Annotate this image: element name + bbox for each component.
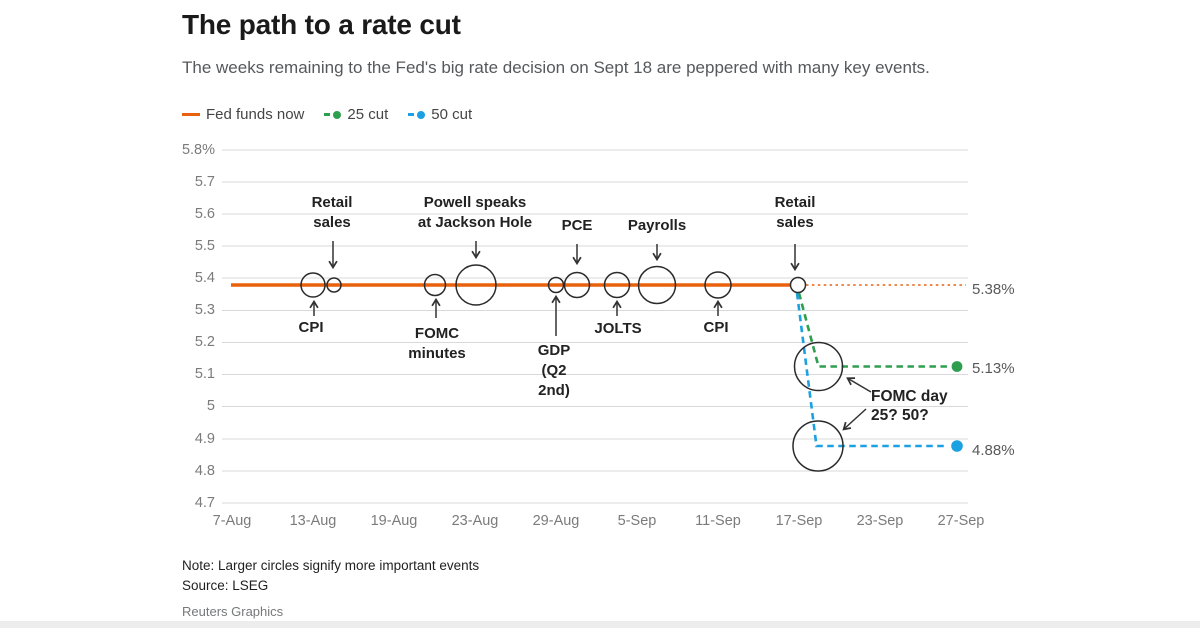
- event-circle-retail-sales-sep: [789, 276, 807, 294]
- event-circle-payrolls: [637, 265, 677, 305]
- event-label-line: Powell speaks: [423, 194, 527, 211]
- event-circles: [300, 264, 844, 472]
- page-title: The path to a rate cut: [182, 9, 461, 40]
- x-tick-label: 7-Aug: [212, 513, 252, 529]
- y-tick-label: 5.6: [194, 206, 215, 222]
- y-tick-label: 4.9: [194, 431, 215, 447]
- legend-item-fed-funds: Fed funds now: [182, 106, 304, 123]
- y-tick-label: 5: [206, 398, 215, 414]
- legend-item-25-cut: 25 cut: [324, 106, 388, 123]
- event-label-line: at Jackson Hole: [417, 214, 533, 231]
- legend-label: Fed funds now: [206, 106, 305, 123]
- event-label-retail-sales-sep: Retail sales: [775, 193, 816, 233]
- dash-dot-blue-icon: [408, 110, 426, 119]
- event-circle-cpi-sep: [704, 271, 732, 299]
- cut-50-line: [795, 292, 948, 448]
- arrow-fomc-day-25: [846, 377, 872, 393]
- event-label-line: CPI: [298, 319, 324, 336]
- cut-25-line: [797, 292, 950, 368]
- event-label-pce: PCE: [562, 216, 593, 236]
- legend-label: 25 cut: [347, 106, 389, 123]
- fomc-day-circle-25: [793, 341, 844, 392]
- annotation-arrows: [309, 241, 872, 431]
- y-tick-label: 5.5: [194, 238, 215, 254]
- annotation-line: FOMC day: [871, 388, 948, 405]
- x-tick-label: 29-Aug: [532, 513, 580, 529]
- event-label-gdp-q2: GDP (Q2 2nd): [538, 341, 571, 401]
- gridlines: [222, 149, 968, 504]
- event-label-line: Retail: [311, 194, 353, 211]
- x-tick-label: 11-Sep: [695, 513, 741, 529]
- fed-funds-line-icon: [182, 112, 200, 117]
- y-tick-label: 5.2: [194, 334, 215, 350]
- chart-source: Source: LSEG: [182, 578, 269, 593]
- cut-25-endpoint: [951, 361, 963, 372]
- event-circle-cpi-aug: [300, 272, 326, 298]
- y-tick-label: 5.3: [194, 302, 215, 318]
- event-label-line: sales: [313, 214, 351, 231]
- event-label-line: minutes: [408, 345, 466, 362]
- x-tick-label: 23-Sep: [856, 513, 904, 529]
- event-label-line: Payrolls: [627, 217, 687, 234]
- event-label-line: PCE: [561, 217, 593, 234]
- event-label-line: FOMC: [414, 325, 460, 342]
- event-label-payrolls: Payrolls: [628, 216, 686, 236]
- legend-item-50-cut: 50 cut: [408, 106, 472, 123]
- y-tick-label: 4.7: [194, 495, 215, 511]
- y-tick-label: 5.7: [194, 174, 215, 190]
- event-circle-retail-sales-aug: [326, 277, 342, 293]
- legend: Fed funds now 25 cut 50 cut: [182, 106, 472, 123]
- fomc-day-circle-50: [792, 420, 844, 472]
- event-circle-gdp-q2: [547, 276, 565, 294]
- event-circle-pce: [563, 271, 591, 299]
- y-tick-label: 5.1: [194, 366, 215, 382]
- event-label-line: (Q2: [541, 362, 567, 379]
- annotation-fomc-day: FOMC day 25? 50?: [871, 387, 948, 425]
- event-circle-powell-jackson-hole: [455, 264, 497, 306]
- x-tick-label: 23-Aug: [451, 513, 499, 529]
- event-label-line: JOLTS: [594, 320, 642, 337]
- event-circle-fomc-minutes: [423, 273, 447, 297]
- event-label-jolts: JOLTS: [594, 319, 641, 339]
- x-tick-label: 19-Aug: [370, 513, 418, 529]
- event-label-line: GDP: [537, 342, 571, 359]
- x-tick-label: 5-Sep: [617, 513, 657, 529]
- arrow-fomc-day-50: [842, 408, 867, 431]
- cut-50-endpoint: [951, 440, 963, 452]
- event-label-fomc-minutes: FOMC minutes: [408, 324, 466, 364]
- dash-dot-green-icon: [324, 110, 342, 119]
- event-label-line: CPI: [703, 319, 729, 336]
- reuters-graphics-credit: Reuters Graphics: [182, 604, 284, 619]
- value-label-50-cut: 4.88%: [972, 442, 1015, 459]
- legend-label: 50 cut: [431, 106, 473, 123]
- chart-subtitle: The weeks remaining to the Fed's big rat…: [182, 58, 930, 77]
- value-label-fed-funds: 5.38%: [972, 281, 1015, 298]
- chart-note: Note: Larger circles signify more import…: [182, 558, 480, 573]
- y-tick-label: 5.8%: [181, 142, 215, 158]
- event-circle-jolts: [603, 271, 631, 299]
- x-tick-label: 27-Sep: [937, 513, 985, 529]
- x-tick-label: 17-Sep: [775, 513, 823, 529]
- event-label-line: sales: [776, 214, 814, 231]
- y-tick-label: 4.8: [194, 463, 215, 479]
- event-label-cpi-sep: CPI: [703, 318, 728, 338]
- event-label-line: Retail: [774, 194, 816, 211]
- event-label-retail-sales-aug: Retail sales: [312, 193, 353, 233]
- event-label-cpi-aug: CPI: [298, 318, 323, 338]
- event-label-powell-jackson-hole: Powell speaks at Jackson Hole: [418, 193, 532, 233]
- event-label-line: 2nd): [538, 382, 570, 399]
- x-tick-label: 13-Aug: [289, 513, 337, 529]
- value-label-25-cut: 5.13%: [972, 360, 1015, 377]
- y-tick-label: 5.4: [194, 270, 215, 286]
- annotation-line: 25? 50?: [871, 407, 929, 424]
- bottom-divider-bar: [0, 621, 1200, 628]
- footnotes: Note: Larger circles signify more import…: [182, 556, 479, 596]
